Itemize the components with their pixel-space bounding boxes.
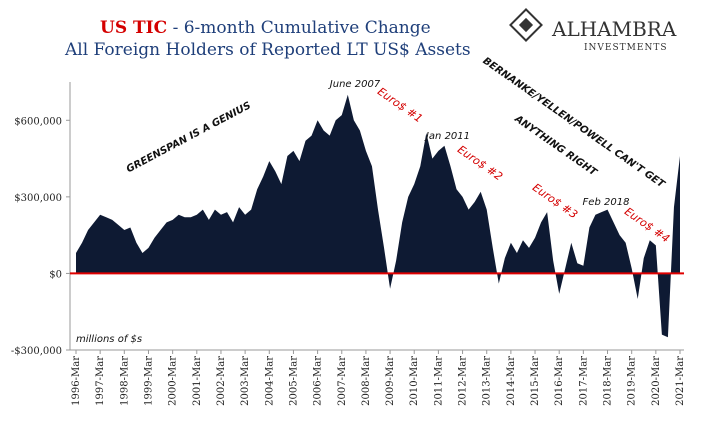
annotation: GREENSPAN IS A GENIUS — [125, 100, 253, 175]
x-tick-label: 1999-Mar — [143, 356, 154, 406]
subtitle: All Foreign Holders of Reported LT US$ A… — [64, 40, 471, 60]
x-tick-label: 1998-Mar — [119, 356, 130, 406]
annotation: Euro$ #3 — [530, 181, 580, 221]
annotation: BERNANKE/YELLEN/POWELL CAN'T GET — [481, 56, 668, 191]
logo-mark — [509, 8, 543, 42]
annotation: Euro$ #2 — [455, 143, 505, 183]
x-tick-label: 1997-Mar — [95, 356, 106, 406]
x-tick-label: 2016-Mar — [554, 356, 565, 406]
title: US TIC - 6-month Cumulative Change — [100, 18, 431, 38]
x-tick-label: 2008-Mar — [361, 356, 372, 406]
annotation: ANYTHING RIGHT — [512, 113, 600, 179]
title-prefix: US TIC — [100, 18, 167, 38]
x-tick-label: 2004-Mar — [264, 356, 275, 406]
x-tick-label: 1996-Mar — [71, 356, 82, 406]
logo: ALHAMBRA INVESTMENTS — [509, 8, 677, 53]
annotation: Jan 2011 — [424, 131, 470, 142]
annotation: Euro$ #4 — [622, 205, 672, 245]
annotation: Euro$ #1 — [375, 85, 425, 125]
x-tick-label: 2017-Mar — [578, 356, 589, 406]
y-tick-label: $0 — [49, 269, 62, 280]
x-tick-label: 2007-Mar — [337, 356, 348, 406]
x-tick-label: 2006-Mar — [313, 356, 324, 406]
logo-sub: INVESTMENTS — [584, 43, 668, 53]
x-tick-label: 2012-Mar — [458, 356, 469, 406]
area — [76, 94, 680, 338]
unit-note: millions of $s — [76, 334, 142, 345]
x-tick-label: 2003-Mar — [240, 356, 251, 406]
x-tick-label: 2019-Mar — [627, 356, 638, 406]
x-tick-label: 2000-Mar — [168, 356, 179, 406]
annotation: Feb 2018 — [583, 197, 630, 208]
x-tick-label: 2013-Mar — [482, 356, 493, 406]
x-tick-label: 2021-Mar — [675, 356, 686, 406]
y-tick-label: $600,000 — [14, 116, 62, 127]
x-tick-label: 2009-Mar — [385, 356, 396, 406]
x-tick-label: 2014-Mar — [506, 356, 517, 406]
x-tick-label: 2010-Mar — [409, 356, 420, 406]
x-tick-label: 2001-Mar — [192, 356, 203, 406]
x-tick-label: 2018-Mar — [603, 356, 614, 406]
logo-mark-inner — [518, 17, 534, 33]
x-tick-label: 2002-Mar — [216, 356, 227, 406]
x-tick-label: 2015-Mar — [530, 356, 541, 406]
x-tick-label: 2005-Mar — [288, 356, 299, 406]
x-tick-label: 2011-Mar — [433, 356, 444, 406]
y-tick-label: $300,000 — [14, 193, 62, 204]
y-tick-label: -$300,000 — [11, 346, 62, 357]
title-main: - 6-month Cumulative Change — [173, 18, 431, 38]
x-tick-label: 2020-Mar — [651, 356, 662, 406]
annotation: June 2007 — [328, 79, 381, 90]
logo-text: ALHAMBRA — [551, 17, 677, 41]
